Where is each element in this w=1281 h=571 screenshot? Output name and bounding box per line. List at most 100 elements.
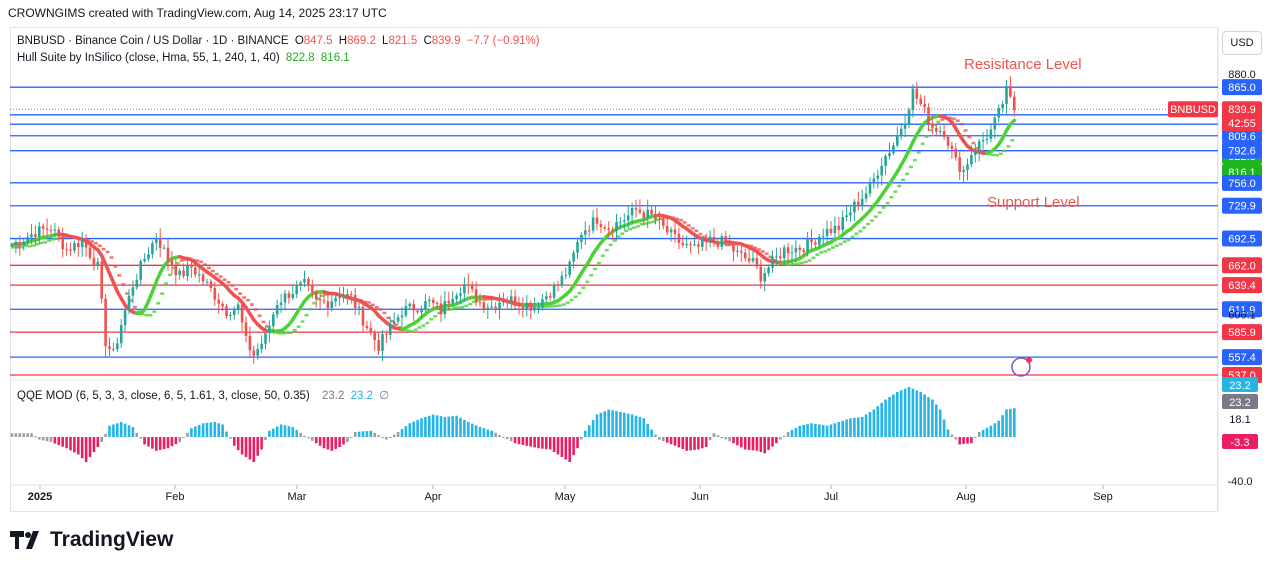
hull-label: Hull Suite by InSilico (close, Hma, 55, … bbox=[17, 52, 280, 64]
candle-body bbox=[256, 349, 259, 356]
candle-body bbox=[404, 306, 408, 316]
candle-body bbox=[80, 239, 84, 248]
candle-body bbox=[416, 310, 419, 313]
qqe-bar bbox=[408, 423, 412, 437]
qqe-tick-label: -3.3 bbox=[1231, 437, 1250, 449]
tradingview-logo[interactable]: TradingView bbox=[10, 528, 173, 552]
candle-body bbox=[123, 310, 127, 326]
candle-body bbox=[229, 315, 232, 317]
qqe-bar bbox=[533, 437, 536, 448]
candle-body bbox=[997, 107, 1000, 118]
candle-body bbox=[974, 151, 977, 155]
qqe-bar bbox=[342, 437, 345, 445]
candle-body bbox=[412, 303, 415, 311]
qqe-bar bbox=[747, 437, 751, 450]
candle-body bbox=[821, 235, 825, 237]
qqe-bar bbox=[244, 437, 248, 457]
qqe-bar bbox=[814, 423, 817, 437]
qqe-bar bbox=[993, 423, 997, 437]
header-credit: CROWNGIMS created with TradingView.com, … bbox=[8, 6, 387, 20]
qqe-bar bbox=[989, 425, 993, 437]
qqe-bar bbox=[174, 437, 178, 445]
candle-body bbox=[529, 302, 532, 311]
current-price-tag-bg bbox=[1222, 101, 1262, 132]
time-tick-label: Sep bbox=[1093, 491, 1113, 503]
candle-body bbox=[197, 274, 201, 276]
qqe-bar bbox=[482, 428, 486, 437]
candle-body bbox=[892, 145, 895, 154]
current-price-label: 839.9 bbox=[1228, 104, 1256, 116]
candle-body bbox=[205, 281, 209, 283]
qqe-bar bbox=[899, 390, 903, 437]
candle-body bbox=[755, 257, 759, 267]
qqe-value-3: ∅ bbox=[379, 390, 390, 402]
candle-body bbox=[509, 296, 513, 302]
qqe-bar bbox=[545, 437, 548, 450]
qqe-bar bbox=[911, 388, 915, 437]
qqe-bar bbox=[256, 437, 259, 456]
candle-body bbox=[599, 223, 603, 228]
qqe-bar bbox=[673, 437, 677, 446]
candle-body bbox=[595, 217, 599, 224]
tradingview-logo-text: TradingView bbox=[50, 528, 174, 551]
candle-body bbox=[119, 325, 123, 344]
qqe-bar bbox=[513, 437, 517, 444]
hull-value-1: 822.8 bbox=[285, 52, 315, 64]
time-tick-label: Mar bbox=[288, 491, 307, 503]
candle-body bbox=[662, 219, 665, 226]
candle-body bbox=[849, 212, 852, 216]
candle-body bbox=[178, 270, 181, 276]
qqe-bar bbox=[1013, 408, 1016, 437]
candle-body bbox=[303, 278, 306, 283]
candle-body bbox=[919, 98, 922, 105]
qqe-bar bbox=[642, 418, 646, 437]
qqe-bar bbox=[587, 425, 591, 437]
candle-body bbox=[439, 303, 443, 315]
candle-body bbox=[30, 234, 33, 238]
candle-body bbox=[143, 258, 146, 262]
qqe-bar bbox=[942, 419, 946, 437]
candle-body bbox=[283, 293, 287, 303]
qqe-bar bbox=[927, 397, 930, 437]
candle-body bbox=[248, 336, 252, 351]
candle-body bbox=[907, 110, 911, 124]
candle-body bbox=[494, 306, 497, 309]
qqe-bar bbox=[295, 429, 298, 437]
candle-body bbox=[580, 234, 583, 242]
hull-legend: Hull Suite by InSilico (close, Hma, 55, … bbox=[17, 52, 353, 64]
candle-body bbox=[954, 148, 958, 158]
candle-body bbox=[61, 236, 64, 250]
qqe-bar bbox=[650, 429, 653, 437]
candle-body bbox=[927, 107, 930, 125]
candle-body bbox=[545, 296, 548, 300]
qqe-bar bbox=[658, 437, 661, 440]
qqe-bar bbox=[541, 437, 544, 449]
candle-body bbox=[548, 296, 552, 298]
candle-body bbox=[420, 309, 423, 313]
candle-body bbox=[428, 299, 431, 302]
candle-body bbox=[338, 296, 341, 299]
qqe-bar bbox=[560, 437, 564, 457]
qqe-bar bbox=[880, 402, 883, 437]
qqe-bar bbox=[689, 437, 692, 451]
candle-body bbox=[985, 138, 989, 140]
candle-body bbox=[275, 305, 279, 315]
candle-body bbox=[782, 247, 786, 259]
qqe-bar bbox=[194, 426, 197, 437]
candle-body bbox=[279, 302, 283, 306]
qqe-bar bbox=[751, 437, 755, 451]
candle-body bbox=[935, 127, 938, 132]
candle-body bbox=[611, 229, 614, 232]
price-tag-bg bbox=[1222, 142, 1262, 159]
currency-button[interactable]: USD bbox=[1222, 31, 1262, 55]
candle-body bbox=[591, 217, 595, 231]
qqe-bar bbox=[233, 437, 236, 446]
qqe-bar bbox=[1009, 408, 1012, 437]
time-tick-label: Jul bbox=[824, 491, 838, 503]
qqe-bar bbox=[248, 437, 252, 460]
qqe-bar bbox=[529, 437, 532, 447]
candle-body bbox=[650, 209, 653, 215]
qqe-bar bbox=[962, 437, 965, 445]
time-axis: 2025 Feb Mar Apr May Jun Jul Aug Sep bbox=[28, 485, 1113, 503]
